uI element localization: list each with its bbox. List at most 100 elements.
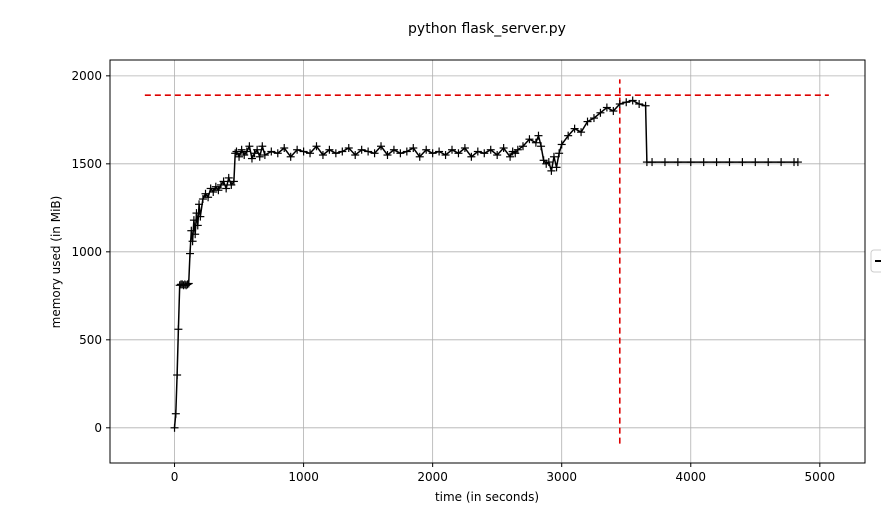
legend-box [870,249,881,273]
data-point-marker [537,142,546,151]
chart-title: python flask_server.py [408,21,566,37]
data-point-marker [242,147,251,156]
data-point-marker [383,151,392,160]
data-point-marker [480,149,489,158]
data-point-marker [764,158,773,167]
data-point-marker [467,152,476,161]
data-point-marker [325,145,334,154]
data-point-marker [187,226,196,235]
data-point-marker [622,98,631,107]
data-point-marker [260,151,269,160]
data-point-marker [725,158,734,167]
data-point-marker [173,371,182,380]
data-point-marker [738,158,747,167]
data-point-marker [777,158,786,167]
x-tick-label: 0 [171,470,179,484]
data-point-marker [402,147,411,156]
data-point-marker [518,142,527,151]
data-point-marker [513,145,522,154]
data-point-marker [377,142,386,151]
data-point-marker [219,177,228,186]
data-point-marker [237,145,246,154]
data-point-marker [499,143,508,152]
data-point-marker [318,151,327,160]
data-point-marker [544,158,553,167]
data-point-marker [793,158,802,167]
data-point-marker [214,186,223,195]
plot-frame [109,59,866,464]
data-point-marker [351,151,360,160]
data-point-marker [549,152,558,161]
data-point-marker [229,177,238,186]
data-point-marker [189,216,198,225]
x-tick-label: 1000 [288,470,319,484]
data-point-marker [577,128,586,137]
y-tick-label: 1500 [71,157,102,171]
data-point-marker [486,145,495,154]
data-point-marker [193,221,202,230]
data-point-marker [198,195,207,204]
x-tick-label: 2000 [417,470,448,484]
data-point-marker [364,147,373,156]
data-point-marker [338,147,347,156]
x-tick-label: 3000 [546,470,577,484]
data-point-marker [552,163,561,172]
data-point-marker [357,145,366,154]
data-point-marker [493,151,502,160]
data-point-marker [267,147,276,156]
reference-lines [144,79,829,444]
data-point-marker [635,99,644,108]
data-point-marker [648,158,657,167]
x-tick-label: 4000 [675,470,706,484]
data-point-marker [448,145,457,154]
data-point-marker [396,149,405,158]
data-point-marker [183,280,192,289]
data-point-marker [188,237,197,246]
data-point-marker [628,96,637,105]
data-point-marker [673,158,682,167]
data-point-marker [184,279,193,288]
y-tick-label: 0 [94,421,102,435]
y-axis-label: memory used (in MiB) [49,196,63,329]
data-point-marker [170,423,179,432]
data-point-marker [460,143,469,152]
data-point-marker [299,147,308,156]
data-point-marker [273,149,282,158]
data-point-marker [428,149,437,158]
data-point-marker [473,147,482,156]
data-point-marker [204,193,213,202]
series-line [173,99,798,428]
data-point-marker [174,325,183,334]
data-point-marker [564,131,573,140]
data-point-marker [255,152,264,161]
data-point-marker [258,142,267,151]
data-point-marker [306,149,315,158]
data-point-marker [555,149,564,158]
data-point-marker [641,101,650,110]
axis-ticks: 0 1000 2000 3000 4000 5000 0 500 1000 1500 2000 [71,69,835,484]
data-point-marker [557,140,566,149]
data-point-marker [253,145,262,154]
data-point-marker [222,184,231,193]
y-tick-label: 500 [79,333,102,347]
data-point-marker [686,158,695,167]
data-point-marker [531,138,540,147]
data-point-marker [609,107,618,116]
data-point-marker [751,158,760,167]
data-point-marker [171,409,180,418]
data-point-marker [596,108,605,117]
x-tick-label: 5000 [805,470,836,484]
data-point-marker [192,209,201,218]
data-point-marker [660,158,669,167]
data-point-marker [422,145,431,154]
data-point-marker [712,158,721,167]
data-point-marker [570,124,579,133]
series-layer [170,96,802,432]
data-point-marker [293,145,302,154]
data-point-marker [435,147,444,156]
data-point-marker [409,143,418,152]
data-point-marker [441,151,450,160]
data-point-marker [525,135,534,144]
data-point-marker [235,152,244,161]
data-point-marker [286,152,295,161]
